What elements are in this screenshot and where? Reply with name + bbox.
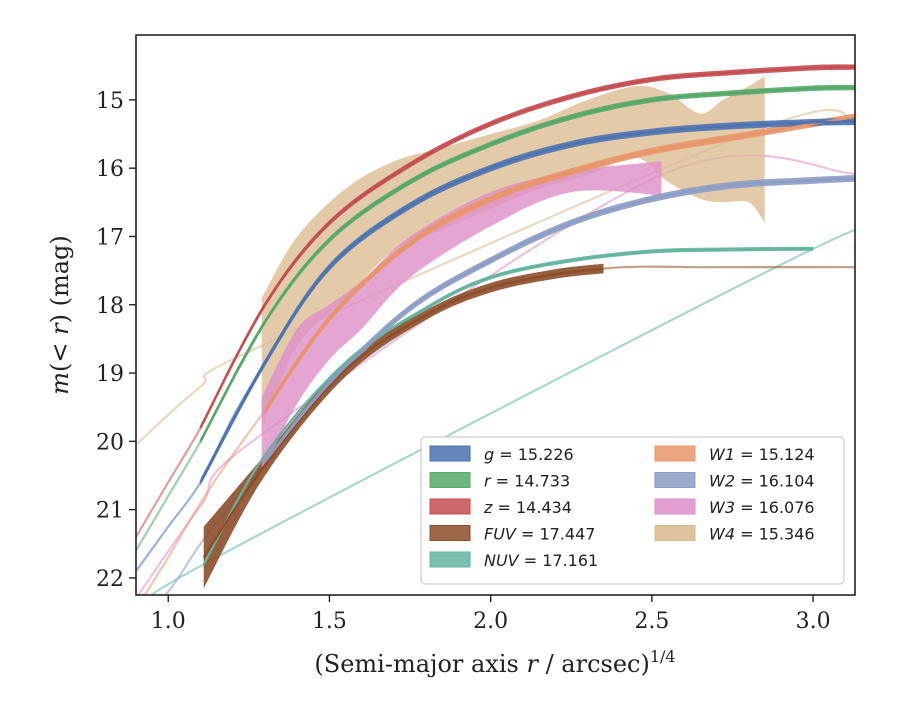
legend-swatch-fuv xyxy=(429,525,471,541)
y-tick-label: 21 xyxy=(96,499,124,524)
ticks-layer: 1.0 1.5 2.0 2.5 3.0 15 16 17 18 19 20 21 22 xyxy=(96,89,831,634)
series-extension-nuv xyxy=(149,228,855,595)
y-axis-label: m(< r) (mag) xyxy=(46,235,74,395)
legend-label-z: z = 14.434 xyxy=(483,498,572,517)
legend-swatch-nuv xyxy=(429,551,471,568)
legend-swatch-w2 xyxy=(654,472,696,488)
legend-label-w1: W1 = 15.124 xyxy=(709,445,815,464)
y-tick-label: 22 xyxy=(96,567,124,592)
legend-label-g: g = 15.226 xyxy=(484,445,574,464)
series-layer xyxy=(136,64,855,595)
series-band-w3 xyxy=(261,161,662,473)
legend-label-fuv: FUV = 17.447 xyxy=(484,525,595,544)
series-line-w1 xyxy=(264,115,855,412)
legend-swatch-z xyxy=(429,498,471,515)
y-tick-label: 19 xyxy=(96,362,124,387)
legend-swatch-w4 xyxy=(654,525,696,541)
legend-label-nuv: NUV = 17.161 xyxy=(484,551,598,570)
legend-swatch-g xyxy=(429,445,471,462)
series-line-nuv xyxy=(202,247,814,565)
svg-text:m(< r) (mag): m(< r) (mag) xyxy=(46,235,74,395)
x-tick-label: 1.0 xyxy=(151,609,186,634)
legend-label-w2: W2 = 16.104 xyxy=(709,472,815,491)
series-line-g xyxy=(199,120,855,483)
legend-label-w4: W4 = 15.346 xyxy=(709,525,815,544)
x-tick-label: 2.0 xyxy=(473,609,508,634)
legend-swatch-r xyxy=(429,472,471,488)
legend-label-r: r = 14.733 xyxy=(484,472,570,491)
legend-label-w3: W3 = 16.076 xyxy=(709,498,815,517)
x-tick-label: 1.5 xyxy=(312,609,347,634)
y-tick-label: 16 xyxy=(96,157,124,182)
y-tick-label: 20 xyxy=(96,430,124,455)
y-tick-label: 15 xyxy=(96,89,124,114)
y-tick-label: 17 xyxy=(96,225,124,250)
series-line-z xyxy=(199,66,855,429)
x-axis-label: (Semi-major axis r / arcsec)1/4 xyxy=(314,647,675,678)
series-band-w4 xyxy=(261,76,765,428)
series-extension-w1 xyxy=(143,409,266,595)
series-line-r xyxy=(199,86,855,442)
x-tick-label: 3.0 xyxy=(796,609,831,634)
legend-frame xyxy=(420,436,845,585)
series-line-fuv xyxy=(202,267,604,559)
svg-text:(Semi-major axis r / arcsec)1/: (Semi-major axis r / arcsec)1/4 xyxy=(314,647,675,678)
plot-frame xyxy=(135,34,856,596)
x-tick-label: 2.5 xyxy=(634,609,669,634)
legend: g = 15.226 r = 14.733 z = 14.434 FUV = 17.4… xyxy=(420,436,845,585)
legend-swatch-w3 xyxy=(654,498,696,515)
series-line-w2 xyxy=(264,177,855,463)
legend-swatch-w1 xyxy=(654,445,696,462)
y-tick-label: 18 xyxy=(96,294,124,319)
